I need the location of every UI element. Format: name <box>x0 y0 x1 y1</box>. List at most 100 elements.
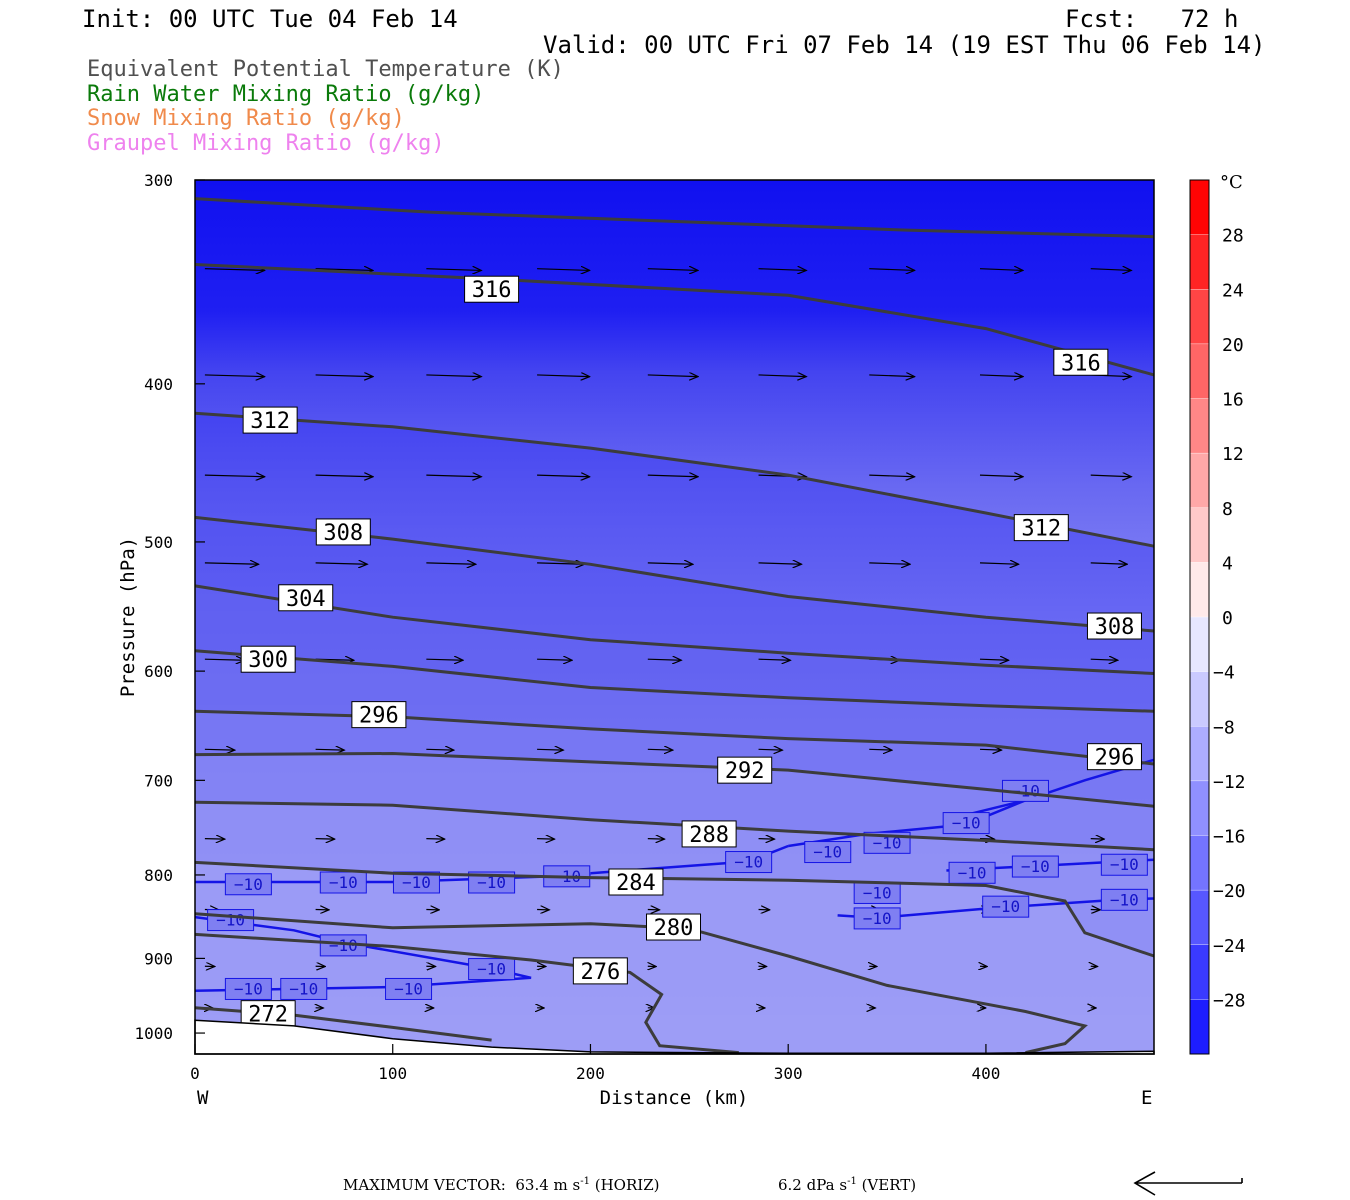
wind-vector <box>979 475 1023 477</box>
colorbar-band <box>1189 507 1210 564</box>
temperature-label: −10 <box>734 853 763 872</box>
temperature-label: −10 <box>1021 857 1050 876</box>
x-tick-label: 0 <box>190 1064 200 1083</box>
theta-e-label-box <box>1086 612 1142 640</box>
temperature-label: −10 <box>863 883 892 902</box>
temperature-label-box <box>804 841 852 864</box>
max-vector-label: MAXIMUM VECTOR: 63.4 m s-1 (HORIZ) <box>343 1176 660 1194</box>
theta-e-label-box <box>608 868 664 896</box>
theta-e-label-box <box>646 913 702 941</box>
colorbar-band <box>1189 944 1210 1001</box>
temperature-label-box <box>948 861 996 884</box>
theta-e-label-box <box>351 701 407 729</box>
wind-vector <box>758 749 783 750</box>
wind-vector <box>758 375 807 377</box>
wind-vector <box>869 563 910 564</box>
theta-e-label: 304 <box>286 587 326 612</box>
y-tick-label: 1000 <box>134 1024 173 1043</box>
valid-time: Valid: 00 UTC Fri 07 Feb 14 (19 EST Thu … <box>543 31 1266 59</box>
y-tick-label: 700 <box>144 771 173 790</box>
temperature-label: −10 <box>394 979 423 998</box>
colorbar-tick-label: 0 <box>1222 608 1233 629</box>
temperature-label: −10 <box>1110 855 1139 874</box>
colorbar-band <box>1189 398 1210 454</box>
colorbar-tick-label: 28 <box>1222 226 1244 247</box>
wind-vector <box>315 375 373 377</box>
colorbar-tick-label: −12 <box>1213 772 1246 793</box>
theta-e-contour-line <box>194 860 1155 958</box>
theta-e-label: 292 <box>725 759 765 784</box>
temperature-label: −10 <box>234 875 263 894</box>
colorbar-tick-label: −24 <box>1213 936 1246 957</box>
colorbar-band <box>1189 452 1210 509</box>
wind-vector <box>1090 269 1132 271</box>
x-end-label-east: E <box>1141 1087 1152 1109</box>
temperature-label: −10 <box>216 911 245 930</box>
colorbar-frame <box>1189 179 1210 1055</box>
wind-vector <box>204 659 245 660</box>
x-tick-label: 400 <box>971 1064 1000 1083</box>
wind-vector <box>647 563 693 564</box>
wind-vector <box>204 375 265 377</box>
axes: 0 100 200 300 400 300 400 500 600 700 800 900 1000 <box>134 171 1000 1083</box>
theta-e-label-box <box>464 275 520 303</box>
max-vector-arrow-icon <box>1133 1171 1243 1196</box>
wind-vector <box>979 749 1001 750</box>
colorbar-tick-label: −4 <box>1213 663 1235 684</box>
wind-vector <box>426 375 481 377</box>
temperature-label-box <box>385 977 433 1000</box>
wind-vector <box>979 375 1023 377</box>
colorbar-band <box>1189 780 1210 837</box>
wind-vector <box>537 269 590 271</box>
temperature-contour-line <box>788 832 868 848</box>
temperature-label: −10 <box>234 979 263 998</box>
legend-snow: Snow Mixing Ratio (g/kg) <box>87 106 405 131</box>
temperature-label-box <box>1100 853 1148 876</box>
temperature-label: −10 <box>477 960 506 979</box>
temperature-label: −10 <box>873 833 902 852</box>
plot-area: −10−10−10−10−10 −10−10 −10−10−10−10 −10−10−… <box>194 179 1155 1055</box>
colorbar: 28 24 20 16 12 8 4 0 −4 −8 −12 −16 −20 −24 −28 <box>1189 179 1246 1055</box>
wind-vector <box>979 563 1019 564</box>
theta-e-contours: 316 316 312 312 308 308 304 300 296 296 292 288 284 2… <box>194 197 1155 1055</box>
wind-vector <box>758 269 807 271</box>
temperature-label: −10 <box>813 843 842 862</box>
theta-e-label: 276 <box>580 960 620 985</box>
theta-e-label: 300 <box>248 648 288 673</box>
colorbar-band <box>1189 562 1210 618</box>
theta-e-label: 316 <box>1061 351 1101 376</box>
y-tick-label: 800 <box>144 866 173 885</box>
theta-e-label: 296 <box>1095 746 1135 771</box>
wind-vector <box>1090 563 1128 564</box>
theta-e-contour-line <box>194 584 1155 675</box>
wind-vector <box>426 749 453 750</box>
temperature-label-box <box>224 873 272 896</box>
y-axis-label: Pressure (hPa) <box>117 537 139 697</box>
wind-vector <box>1090 659 1118 660</box>
colorbar-tick-label: −20 <box>1213 881 1246 902</box>
shade-band <box>195 650 1154 1054</box>
temperature-label: −10 <box>329 873 358 892</box>
max-vertical-label: 6.2 dPa s-1 (VERT) <box>778 1176 917 1194</box>
colorbar-unit: °C <box>1220 172 1243 193</box>
theta-e-label-box <box>717 756 773 784</box>
x-tick-label: 200 <box>576 1064 605 1083</box>
wind-vector <box>758 563 802 564</box>
x-tick-label: 300 <box>774 1064 803 1083</box>
theta-e-label-box <box>572 957 628 985</box>
x-tick-label: 100 <box>378 1064 407 1083</box>
wind-vector <box>204 475 265 477</box>
theta-e-contour-line <box>194 932 739 1055</box>
colorbar-band <box>1189 671 1210 727</box>
theta-e-label: 296 <box>359 704 399 729</box>
wind-vector <box>426 563 475 564</box>
theta-e-label: 312 <box>250 409 290 434</box>
colorbar-tick-label: 4 <box>1222 553 1233 574</box>
wind-vector <box>204 563 259 564</box>
wind-vector <box>426 269 481 271</box>
colorbar-band <box>1189 179 1210 236</box>
colorbar-tick-label: −16 <box>1213 827 1246 848</box>
y-tick-label: 400 <box>144 375 173 394</box>
temperature-label-box <box>468 871 516 894</box>
theta-e-label: 312 <box>1021 517 1061 542</box>
